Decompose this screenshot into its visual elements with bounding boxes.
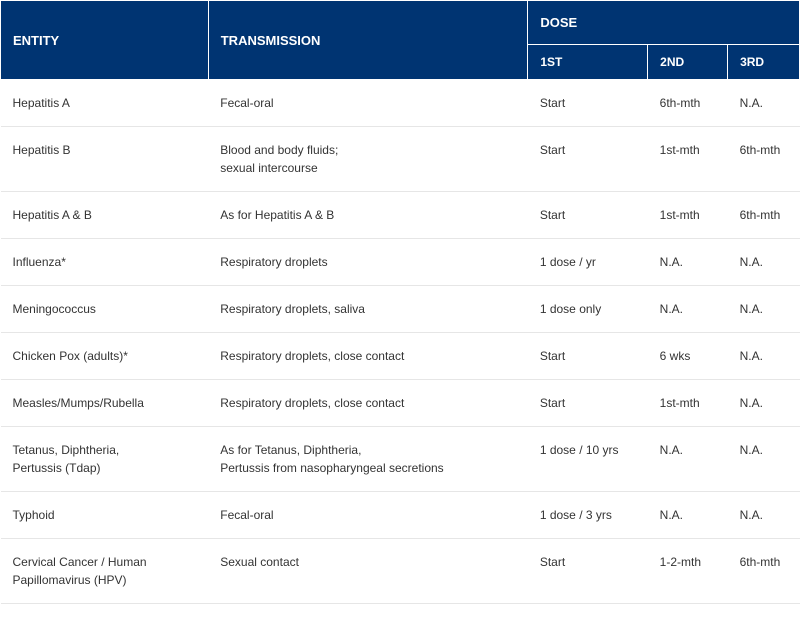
- cell-d3: N.A.: [728, 239, 800, 286]
- cell-d1: 1 dose only: [528, 286, 648, 333]
- col-dose: DOSE: [528, 1, 800, 45]
- cell-d3: N.A.: [728, 333, 800, 380]
- col-entity: ENTITY: [1, 1, 209, 80]
- cell-d3: 6th-mth: [728, 192, 800, 239]
- cell-entity: Hepatitis A: [1, 80, 209, 127]
- cell-entity: Hepatitis A & B: [1, 192, 209, 239]
- cell-transmission: Fecal-oral: [208, 492, 528, 539]
- cell-d2: 6th-mth: [648, 80, 728, 127]
- table-row: Influenza*Respiratory droplets1 dose / y…: [1, 239, 800, 286]
- table-row: MeningococcusRespiratory droplets, saliv…: [1, 286, 800, 333]
- table-row: Measles/Mumps/RubellaRespiratory droplet…: [1, 380, 800, 427]
- cell-entity: Typhoid: [1, 492, 209, 539]
- cell-entity: Chicken Pox (adults)*: [1, 333, 209, 380]
- cell-d1: 1 dose / yr: [528, 239, 648, 286]
- cell-transmission: Respiratory droplets, close contact: [208, 380, 528, 427]
- cell-d2: 1st-mth: [648, 192, 728, 239]
- table-row: Chicken Pox (adults)*Respiratory droplet…: [1, 333, 800, 380]
- cell-d3: N.A.: [728, 80, 800, 127]
- cell-transmission: As for Tetanus, Diphtheria,Pertussis fro…: [208, 427, 528, 492]
- cell-d3: N.A.: [728, 286, 800, 333]
- cell-d1: Start: [528, 127, 648, 192]
- cell-d1: Start: [528, 380, 648, 427]
- col-transmission: TRANSMISSION: [208, 1, 528, 80]
- cell-d1: 1 dose / 10 yrs: [528, 427, 648, 492]
- cell-transmission: Respiratory droplets, saliva: [208, 286, 528, 333]
- col-dose-2: 2ND: [648, 45, 728, 80]
- cell-d2: N.A.: [648, 492, 728, 539]
- table-row: TyphoidFecal-oral1 dose / 3 yrsN.A.N.A.: [1, 492, 800, 539]
- cell-d2: 1st-mth: [648, 127, 728, 192]
- table-body: Hepatitis AFecal-oralStart6th-mthN.A.Hep…: [1, 80, 800, 604]
- col-dose-1: 1ST: [528, 45, 648, 80]
- cell-d1: Start: [528, 539, 648, 604]
- cell-entity: Cervical Cancer / HumanPapillomavirus (H…: [1, 539, 209, 604]
- cell-transmission: Fecal-oral: [208, 80, 528, 127]
- cell-entity: Tetanus, Diphtheria,Pertussis (Tdap): [1, 427, 209, 492]
- cell-transmission: Respiratory droplets, close contact: [208, 333, 528, 380]
- cell-d2: 1st-mth: [648, 380, 728, 427]
- table-row: Cervical Cancer / HumanPapillomavirus (H…: [1, 539, 800, 604]
- cell-transmission: Blood and body fluids;sexual intercourse: [208, 127, 528, 192]
- cell-entity: Meningococcus: [1, 286, 209, 333]
- cell-d3: 6th-mth: [728, 539, 800, 604]
- table-row: Hepatitis BBlood and body fluids;sexual …: [1, 127, 800, 192]
- col-dose-3: 3RD: [728, 45, 800, 80]
- table-header: ENTITY TRANSMISSION DOSE 1ST 2ND 3RD: [1, 1, 800, 80]
- cell-d1: 1 dose / 3 yrs: [528, 492, 648, 539]
- cell-d3: N.A.: [728, 492, 800, 539]
- cell-d3: N.A.: [728, 427, 800, 492]
- cell-d1: Start: [528, 80, 648, 127]
- cell-d2: N.A.: [648, 427, 728, 492]
- cell-d3: N.A.: [728, 380, 800, 427]
- cell-entity: Measles/Mumps/Rubella: [1, 380, 209, 427]
- cell-transmission: Sexual contact: [208, 539, 528, 604]
- cell-d1: Start: [528, 333, 648, 380]
- vaccination-table: ENTITY TRANSMISSION DOSE 1ST 2ND 3RD Hep…: [0, 0, 800, 604]
- cell-d3: 6th-mth: [728, 127, 800, 192]
- cell-entity: Influenza*: [1, 239, 209, 286]
- table-row: Hepatitis AFecal-oralStart6th-mthN.A.: [1, 80, 800, 127]
- cell-entity: Hepatitis B: [1, 127, 209, 192]
- table-row: Tetanus, Diphtheria,Pertussis (Tdap)As f…: [1, 427, 800, 492]
- cell-transmission: As for Hepatitis A & B: [208, 192, 528, 239]
- cell-d2: N.A.: [648, 286, 728, 333]
- cell-d2: N.A.: [648, 239, 728, 286]
- cell-transmission: Respiratory droplets: [208, 239, 528, 286]
- cell-d2: 6 wks: [648, 333, 728, 380]
- cell-d2: 1-2-mth: [648, 539, 728, 604]
- table-row: Hepatitis A & BAs for Hepatitis A & BSta…: [1, 192, 800, 239]
- cell-d1: Start: [528, 192, 648, 239]
